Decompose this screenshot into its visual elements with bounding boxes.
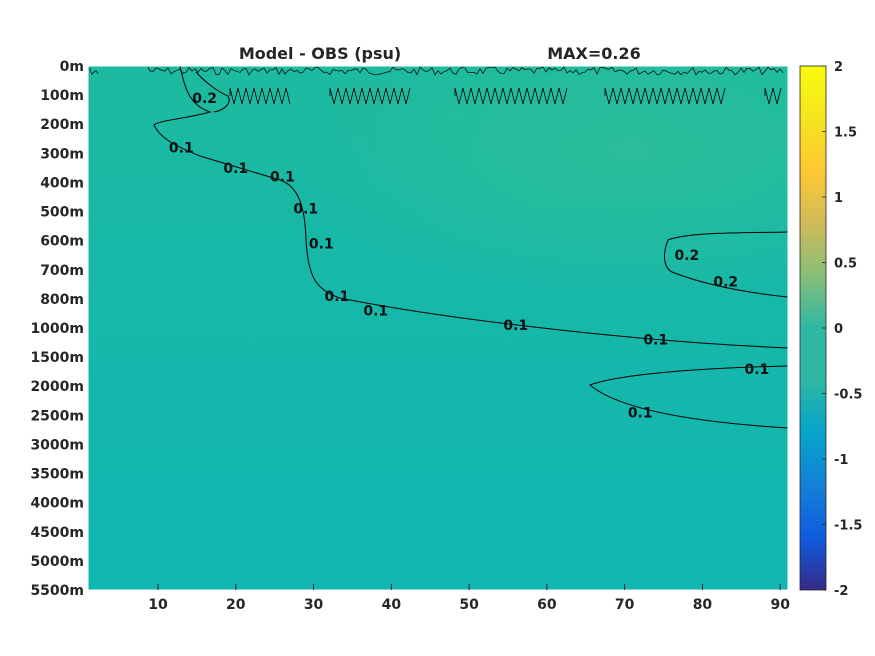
- contour-label: 0.2: [674, 248, 699, 264]
- contour-label: 0.2: [192, 91, 217, 107]
- y-tick-label: 100m: [40, 88, 84, 104]
- y-tick-label: 0m: [60, 59, 84, 75]
- y-tick-label: 3000m: [30, 437, 84, 453]
- colorbar-tick-label: 0: [834, 322, 843, 337]
- contour-label: 0.1: [270, 170, 295, 186]
- x-tick-label: 70: [615, 597, 635, 613]
- contour-label: 0.1: [324, 289, 349, 305]
- x-tick-label: 30: [304, 597, 324, 613]
- y-tick-label: 4000m: [30, 496, 84, 512]
- y-tick-label: 300m: [40, 146, 84, 162]
- max-label: MAX=0.26: [547, 44, 641, 63]
- y-tick-label: 5500m: [30, 583, 84, 599]
- x-tick-label: 50: [459, 597, 479, 613]
- contour-label: 0.1: [309, 237, 334, 253]
- y-tick-label: 200m: [40, 117, 84, 133]
- y-tick-label: 1500m: [30, 350, 84, 366]
- y-tick-label: 800m: [40, 292, 84, 308]
- colorbar-tick-label: 1.5: [834, 126, 857, 141]
- y-tick-label: 1000m: [30, 321, 84, 337]
- contour-label: 0.2: [713, 274, 738, 290]
- contour-label: 0.1: [223, 161, 248, 177]
- y-tick-label: 500m: [40, 205, 84, 221]
- x-tick-label: 10: [148, 597, 168, 613]
- y-tick-label: 2000m: [30, 379, 84, 395]
- contour-label: 0.1: [503, 318, 528, 334]
- x-tick-label: 60: [537, 597, 557, 613]
- y-tick-label: 400m: [40, 175, 84, 191]
- contour-label: 0.1: [293, 202, 318, 218]
- colorbar-tick-label: 0.5: [834, 257, 857, 272]
- x-tick-label: 80: [693, 597, 713, 613]
- y-axis-ticks: 0m 100m 200m 300m 400m 500m 600m 700m 800m 1000m 1…: [30, 59, 84, 599]
- y-tick-label: 5000m: [30, 554, 84, 570]
- y-tick-label: 4500m: [30, 525, 84, 541]
- contour-label: 0.1: [628, 405, 653, 421]
- y-tick-label: 700m: [40, 263, 84, 279]
- x-tick-label: 40: [382, 597, 402, 613]
- contour-label: 0.1: [169, 141, 194, 157]
- colorbar-tick-label: 2: [834, 60, 843, 75]
- x-tick-label: 90: [770, 597, 790, 613]
- x-tick-label: 20: [226, 597, 246, 613]
- y-tick-label: 600m: [40, 234, 84, 250]
- chart-title: Model - OBS (psu): [239, 44, 401, 63]
- chart: 0.1 0.1 0.1 0.1 0.1 0.1 0.1 0.1 0.1 0.1 0.1 0.2 0.2 0…: [0, 0, 875, 656]
- colorbar-ticks: 2 1.5 1 0.5 0 -0.5 -1 -1.5 -2: [822, 60, 862, 599]
- y-tick-label: 2500m: [30, 408, 84, 424]
- contour-label: 0.1: [363, 304, 388, 320]
- colorbar-tick-label: 1: [834, 191, 843, 206]
- y-tick-label: 3500m: [30, 467, 84, 483]
- contour-label: 0.1: [643, 333, 668, 349]
- colorbar-tick-label: -2: [834, 584, 848, 599]
- colorbar-tick-label: -1.5: [834, 519, 862, 534]
- colorbar-tick-label: -1: [834, 453, 848, 468]
- colorbar-tick-label: -0.5: [834, 388, 862, 403]
- contour-label: 0.1: [744, 362, 769, 378]
